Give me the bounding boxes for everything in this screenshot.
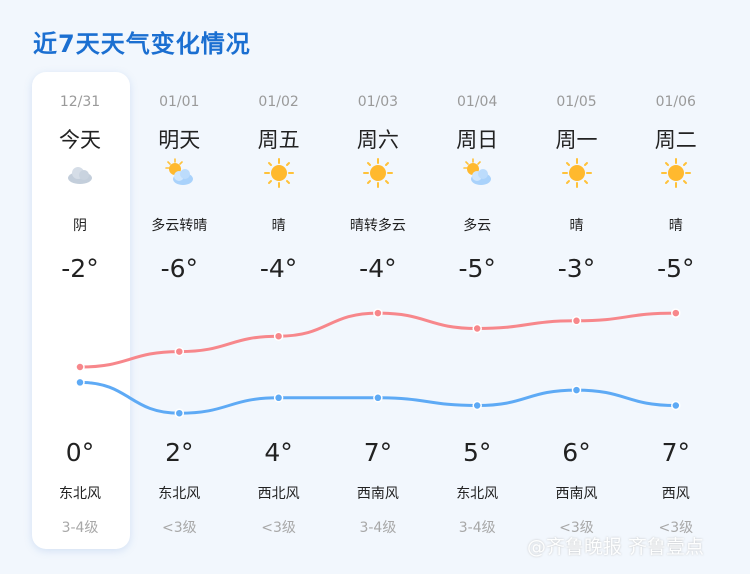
- wind-direction: 东北风: [158, 486, 201, 502]
- low-temp-point: [671, 400, 681, 411]
- high-temp: 7°: [363, 438, 393, 467]
- watermark: @齐鲁晚报 齐鲁壹点: [527, 536, 705, 558]
- day-column-2: 01/02 周五 晴 -4° 4° 西北风 <3级: [229, 72, 329, 549]
- day-column-1: 01/01 明天 多云转晴 -6° 2° 东北风 <3级: [129, 72, 229, 549]
- condition-label: 晴: [549, 208, 605, 244]
- day-column-3: 01/03 周六 晴转多云 -4° 7° 西南风 3-4级: [328, 72, 428, 549]
- wind-level: <3级: [261, 520, 296, 536]
- day-label: 周五: [257, 128, 300, 152]
- condition-text: 阴: [73, 217, 87, 234]
- high-temp: 7°: [661, 438, 690, 467]
- condition-label: 阴: [52, 208, 108, 244]
- day-label: 周日: [456, 128, 499, 152]
- today-card: [32, 72, 130, 549]
- date-label: 12/31: [59, 94, 101, 110]
- day-label: 周二: [654, 128, 697, 152]
- page-title: 近7天天气变化情况: [33, 30, 251, 58]
- date-label: 01/01: [159, 94, 200, 110]
- partly-cloudy-icon: [164, 158, 194, 188]
- day-column-4: 01/04 周日 多云 -5° 5° 东北风 3-4级: [427, 72, 527, 549]
- low-temp-point: [174, 408, 185, 418]
- condition-label: 多云: [449, 208, 505, 244]
- high-temp: 2°: [165, 438, 194, 467]
- condition-label: 多云转晴: [151, 208, 207, 244]
- condition-label: 晴: [648, 208, 704, 244]
- condition-label: 晴转多云: [350, 208, 406, 244]
- high-temp-point: [75, 362, 85, 372]
- day-column-0: 12/31 今天 阴 -2° 0° 东北风 3-4级: [30, 72, 130, 549]
- sunny-icon: [263, 158, 294, 188]
- wind-direction: 西风: [661, 486, 690, 502]
- wind-level: 3-4级: [61, 520, 99, 536]
- day-column-5: 01/05 周一 晴 -3° 6° 西南风 <3级: [527, 72, 627, 549]
- date-label: 01/05: [556, 94, 597, 110]
- wind-level: <3级: [658, 520, 694, 536]
- sunny-icon: [362, 158, 393, 188]
- high-temp-point: [671, 308, 681, 318]
- wind-direction: 东北风: [59, 486, 101, 502]
- day-label: 周六: [356, 128, 399, 152]
- day-column-6: 01/06 周二 晴 -5° 7° 西风 <3级: [626, 72, 726, 549]
- low-temp-point: [75, 377, 85, 388]
- high-temp: 4°: [264, 438, 293, 467]
- high-temp-line: [79, 311, 676, 369]
- high-temp-point: [273, 331, 284, 341]
- condition-text: 晴: [668, 217, 683, 234]
- low-temp: -5°: [458, 254, 496, 283]
- high-temp-point: [174, 346, 185, 357]
- low-temp: -4°: [259, 254, 298, 283]
- low-temp: -6°: [160, 254, 199, 283]
- condition-text: 晴: [271, 217, 286, 234]
- wind-level: 3-4级: [458, 520, 496, 536]
- date-label: 01/03: [357, 94, 399, 110]
- condition-text: 晴转多云: [349, 217, 406, 234]
- condition-text: 多云: [463, 217, 492, 234]
- condition-label: 晴: [251, 208, 307, 244]
- partly-cloudy-icon: [462, 158, 492, 188]
- low-temp: -2°: [61, 254, 99, 283]
- date-label: 01/06: [655, 94, 696, 110]
- high-temp: 6°: [562, 438, 591, 467]
- day-label: 明天: [158, 128, 201, 152]
- wind-direction: 东北风: [456, 486, 499, 502]
- overcast-icon: [65, 158, 95, 188]
- low-temp: -3°: [557, 254, 596, 283]
- date-label: 01/02: [258, 94, 299, 110]
- day-label: 周一: [555, 128, 598, 152]
- high-temp-point: [571, 316, 582, 326]
- high-temp: 0°: [65, 438, 95, 467]
- condition-text: 多云转晴: [151, 217, 208, 234]
- day-label: 今天: [59, 128, 101, 152]
- wind-level: <3级: [559, 520, 594, 536]
- date-label: 01/04: [457, 94, 498, 110]
- wind-level: <3级: [161, 520, 197, 536]
- low-temp-point: [571, 385, 582, 395]
- high-temp: 5°: [462, 438, 492, 467]
- high-temp-point: [472, 323, 482, 334]
- low-temp: -4°: [359, 254, 397, 283]
- low-temp-point: [273, 393, 284, 403]
- low-temp-point: [472, 400, 482, 411]
- high-temp-point: [373, 308, 383, 318]
- wind-level: 3-4级: [359, 520, 397, 536]
- wind-direction: 西北风: [257, 486, 300, 502]
- condition-text: 晴: [569, 217, 584, 234]
- low-temp-point: [373, 393, 383, 403]
- wind-direction: 西南风: [555, 486, 598, 502]
- sunny-icon: [561, 158, 592, 188]
- low-temp: -5°: [657, 254, 695, 283]
- sunny-icon: [660, 158, 691, 188]
- wind-direction: 西南风: [356, 486, 399, 502]
